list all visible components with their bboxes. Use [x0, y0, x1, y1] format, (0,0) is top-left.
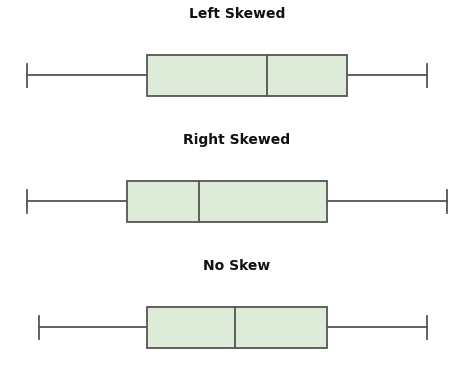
Bar	[127, 181, 327, 222]
Bar	[147, 55, 347, 96]
Bar	[147, 307, 327, 348]
Title: Left Skewed: Left Skewed	[189, 7, 285, 21]
Title: No Skew: No Skew	[203, 259, 271, 273]
Title: Right Skewed: Right Skewed	[183, 133, 291, 147]
